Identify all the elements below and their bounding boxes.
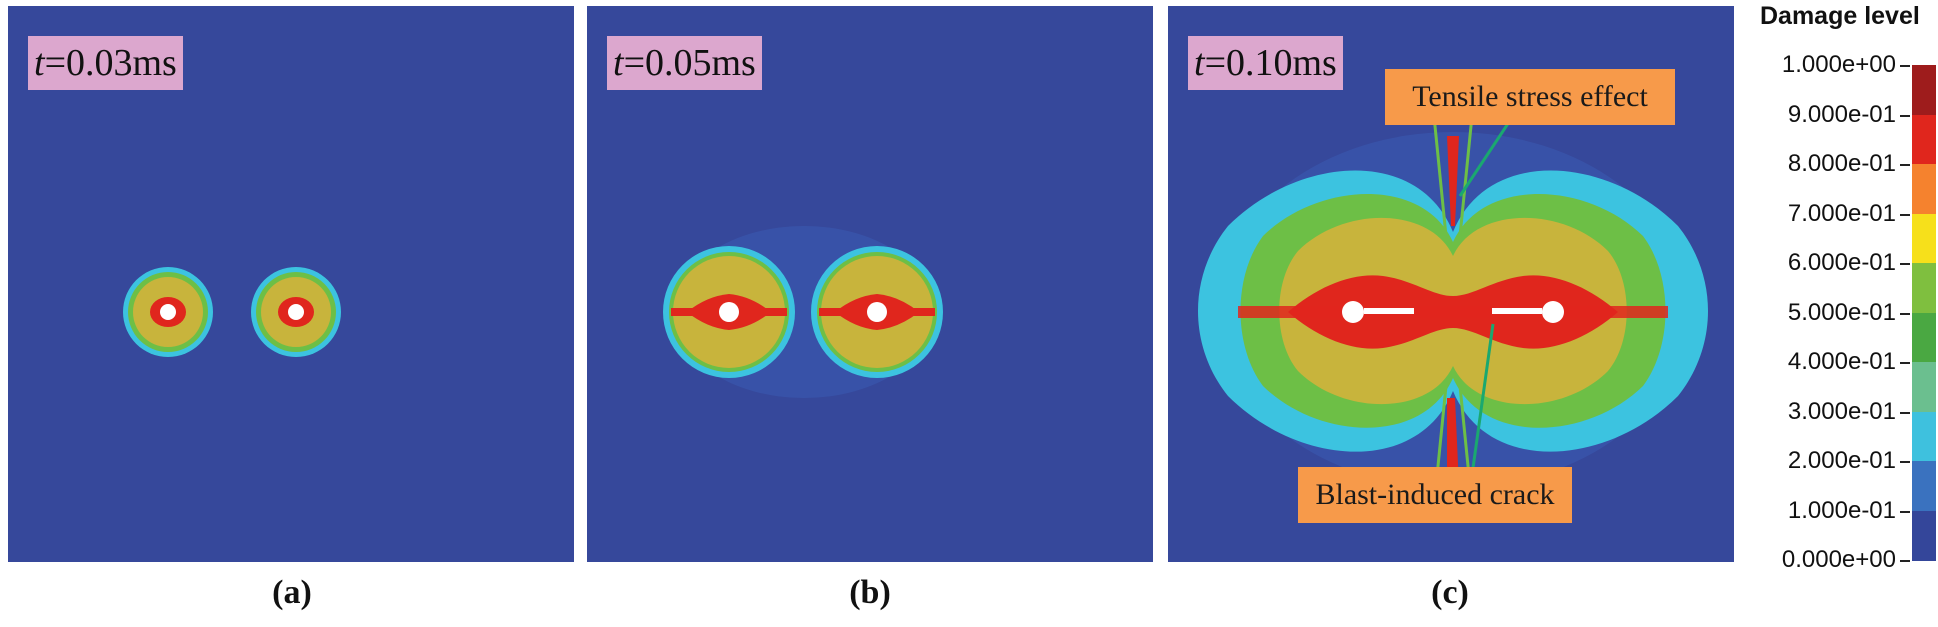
legend-tick-label: 3.000e-01: [1787, 397, 1896, 425]
panel-a: t=0.03ms: [8, 6, 574, 562]
legend-tick-mark: [1900, 510, 1910, 513]
legend-tick-label: 4.000e-01: [1787, 348, 1896, 375]
legend-swatch: [1912, 411, 1936, 462]
tensile-stress-callout: Tensile stress effect: [1385, 69, 1675, 125]
damage-field-a: [8, 6, 574, 562]
damage-field-b: [587, 6, 1153, 562]
legend-swatch: [1912, 312, 1936, 363]
legend-tick-label: 9.000e-01: [1787, 100, 1896, 128]
legend-swatch: [1912, 213, 1936, 264]
panel-c: t=0.10ms Tensile stress effect Blast-ind…: [1168, 6, 1734, 562]
tensile-arrow: [1458, 115, 1515, 197]
legend-swatch: [1912, 362, 1936, 413]
legend-tick-mark: [1900, 362, 1910, 364]
time-label-b: t=0.05ms: [607, 36, 762, 90]
damage-field-c: [1168, 6, 1734, 562]
legend-swatch: [1912, 461, 1936, 512]
legend-tick-label: 2.000e-01: [1787, 447, 1896, 474]
legend-swatch: [1912, 510, 1936, 561]
borehole-left: [123, 267, 213, 357]
legend-title: Damage level: [1760, 2, 1920, 30]
borehole-left: [663, 246, 795, 378]
legend-tick-label: 0.000e+00: [1781, 546, 1896, 573]
legend-swatch: [1912, 114, 1936, 165]
legend-tick-label: 1.000e-01: [1787, 496, 1896, 524]
legend-tick-mark: [1900, 263, 1910, 265]
legend-tick-mark: [1900, 560, 1910, 562]
tensile-cracks: [1447, 136, 1459, 486]
legend-tick-label: 7.000e-01: [1787, 199, 1896, 227]
caption-a: (a): [272, 574, 312, 611]
legend-tick-mark: [1900, 114, 1910, 117]
caption-c: (c): [1431, 574, 1469, 611]
blast-crack-callout: Blast-induced crack: [1298, 467, 1572, 523]
legend-tick-label: 8.000e-01: [1787, 150, 1896, 177]
legend-tick-mark: [1900, 411, 1910, 414]
borehole-right: [251, 267, 341, 357]
time-label-a: t=0.03ms: [28, 36, 183, 90]
borehole-right: [1542, 301, 1564, 323]
caption-b: (b): [849, 574, 891, 611]
borehole-right: [811, 246, 943, 378]
legend-swatch: [1912, 65, 1936, 116]
panel-b: t=0.05ms: [587, 6, 1153, 562]
legend-tick-mark: [1900, 65, 1910, 67]
borehole-left: [1342, 301, 1364, 323]
legend-tick-mark: [1900, 312, 1910, 315]
legend-tick-mark: [1900, 164, 1910, 166]
legend-tick-label: 6.000e-01: [1787, 249, 1896, 276]
legend-tick-mark: [1900, 461, 1910, 463]
legend-tick-label: 1.000e+00: [1781, 51, 1896, 78]
time-label-c: t=0.10ms: [1188, 36, 1343, 90]
legend-swatch: [1912, 263, 1936, 314]
legend-tick-mark: [1900, 213, 1910, 216]
legend-tick-label: 5.000e-01: [1787, 298, 1896, 326]
legend-swatch: [1912, 164, 1936, 215]
crack-arrow: [1471, 323, 1495, 469]
